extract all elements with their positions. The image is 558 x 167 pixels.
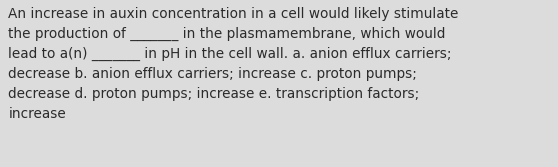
Text: An increase in auxin concentration in a cell would likely stimulate
the producti: An increase in auxin concentration in a …	[8, 7, 459, 121]
